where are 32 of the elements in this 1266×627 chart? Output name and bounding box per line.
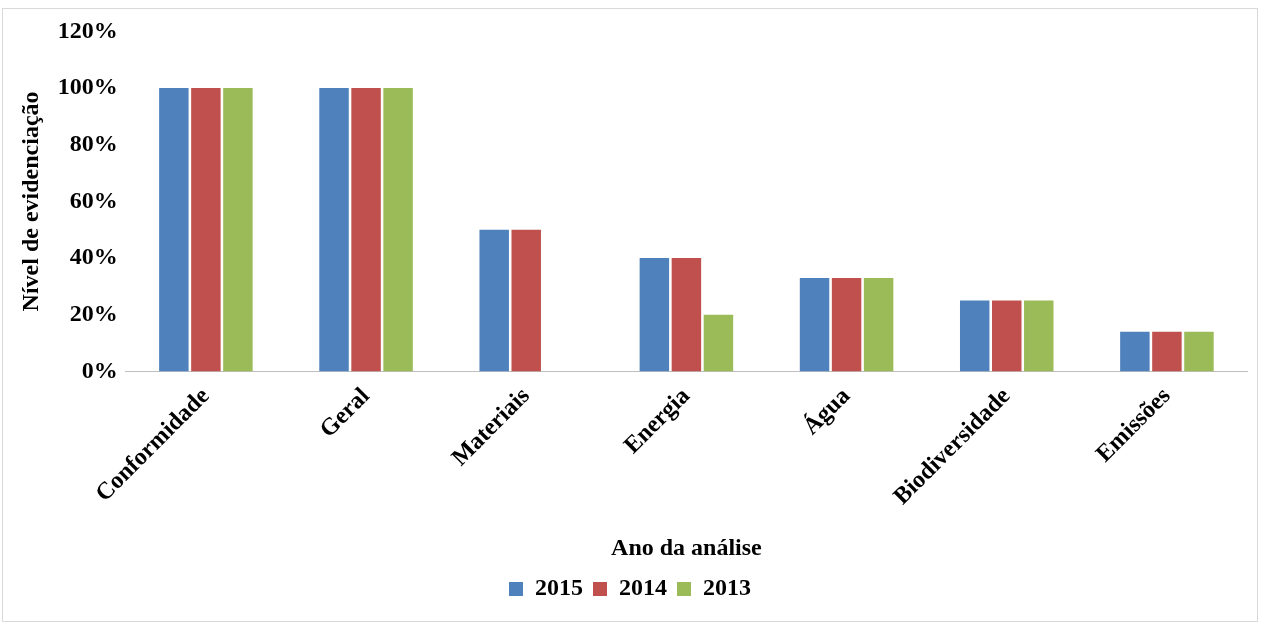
bar bbox=[159, 88, 189, 372]
x-axis-title: Ano da análise bbox=[611, 533, 763, 560]
bar bbox=[1184, 331, 1214, 372]
y-tick-label: 120% bbox=[57, 16, 118, 43]
bar bbox=[959, 300, 990, 372]
bar bbox=[1024, 300, 1054, 372]
y-tick-label: 100% bbox=[57, 73, 118, 100]
legend-label: 2013 bbox=[703, 574, 751, 601]
y-tick-label: 0% bbox=[81, 356, 118, 383]
bar bbox=[1120, 331, 1150, 372]
bar bbox=[639, 258, 670, 372]
bar bbox=[511, 229, 541, 372]
y-tick-label: 60% bbox=[69, 186, 118, 213]
bar bbox=[191, 88, 221, 372]
y-tick-label: 40% bbox=[69, 243, 118, 270]
y-axis-title: Nível de evidenciação bbox=[16, 91, 43, 312]
bar bbox=[223, 88, 253, 372]
bar bbox=[992, 300, 1022, 372]
bar bbox=[383, 88, 413, 372]
bar bbox=[799, 277, 830, 372]
bar bbox=[863, 277, 894, 372]
bar bbox=[319, 88, 349, 372]
y-tick-label: 80% bbox=[69, 129, 118, 156]
legend-label: 2015 bbox=[535, 574, 583, 601]
bar bbox=[479, 229, 509, 372]
bar bbox=[1152, 331, 1182, 372]
legend-label: 2014 bbox=[619, 574, 667, 601]
bar bbox=[351, 88, 381, 372]
y-tick-label: 20% bbox=[69, 299, 118, 326]
bar bbox=[703, 314, 734, 372]
bar bbox=[831, 277, 862, 372]
bar bbox=[671, 258, 702, 372]
